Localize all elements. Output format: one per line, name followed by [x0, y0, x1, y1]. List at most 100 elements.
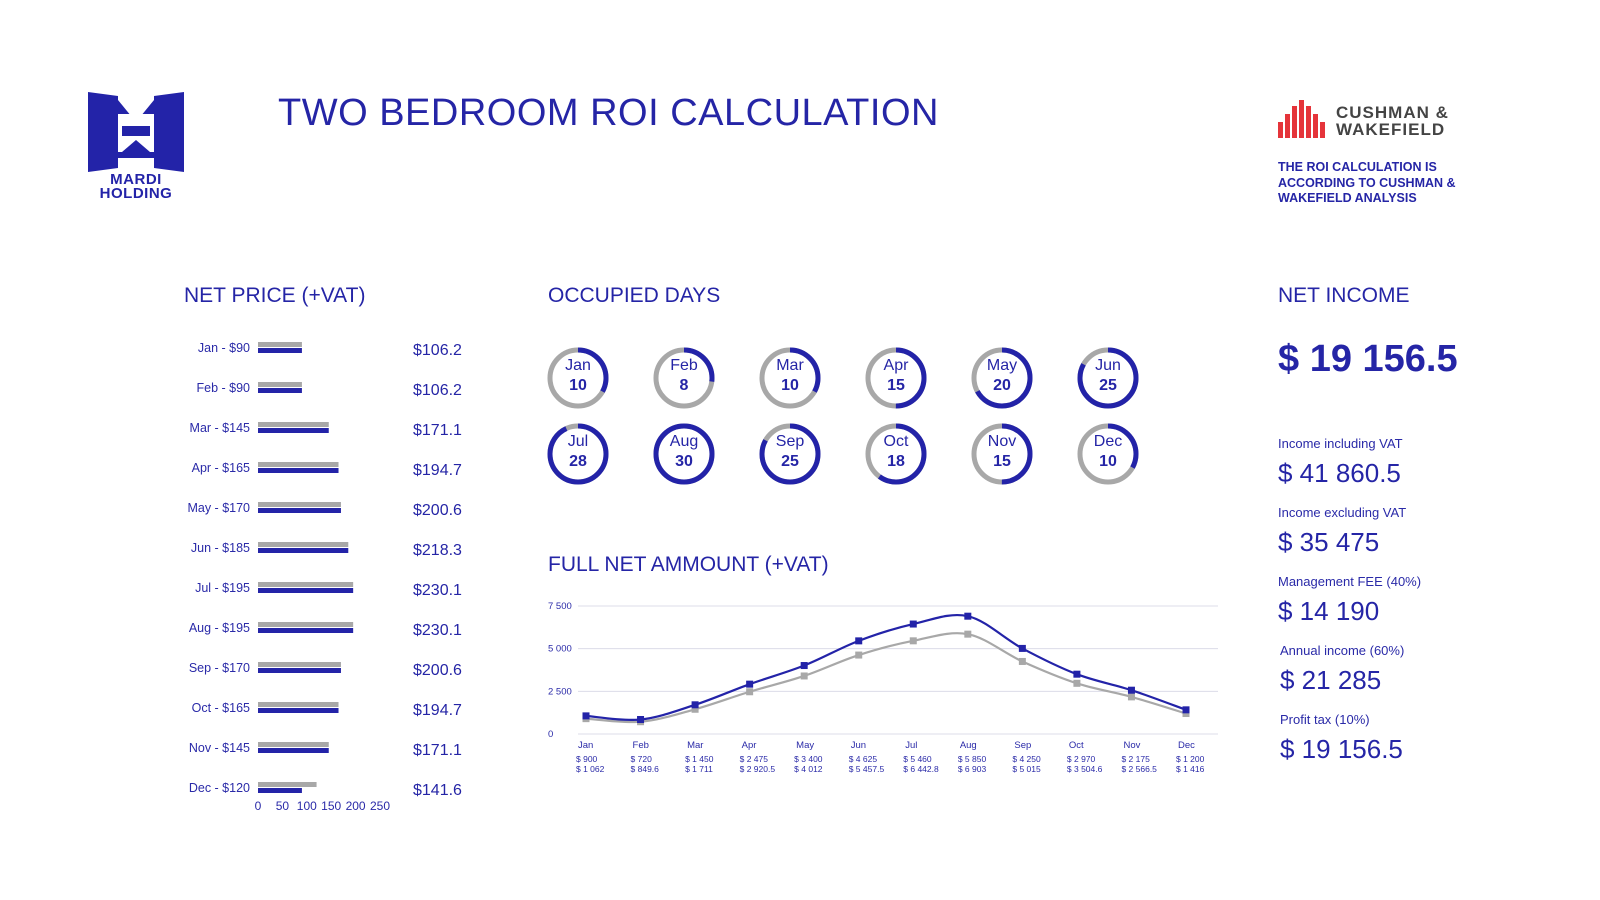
line-value-label: $ 3 400 [794, 754, 823, 764]
line-value-label: $ 1 450 [685, 754, 714, 764]
point-blue [855, 637, 863, 645]
occupied-day-circle: Aug 30 [651, 421, 717, 487]
ring-fill [547, 423, 609, 485]
bar-category-label: Jan - $90 [198, 341, 250, 355]
annual-income-value: $ 21 285 [1280, 665, 1382, 695]
occupied-days-count: 10 [569, 377, 587, 394]
occupied-month-label: Apr [883, 357, 909, 374]
line-y-tick: 2 500 [548, 686, 572, 697]
bar-value-label: $194.7 [413, 702, 462, 719]
occupied-day-circle: Nov 15 [969, 421, 1035, 487]
occupied-days-count: 25 [1099, 377, 1117, 394]
line-value-label: $ 4 012 [794, 764, 823, 774]
occupied-days-count: 28 [569, 453, 587, 470]
bar-gray [258, 742, 329, 747]
occupied-month-label: Jan [565, 357, 591, 374]
occupied-day-circle: Jul 28 [545, 421, 611, 487]
bar-blue [258, 548, 349, 553]
occupied-days-count: 20 [993, 377, 1011, 394]
bar-blue [258, 508, 341, 513]
ring-fill [865, 347, 927, 409]
line-value-label: $ 849.6 [631, 764, 660, 774]
point-blue [1182, 706, 1190, 714]
ring-fill [759, 423, 821, 485]
line-x-tick: Feb [633, 740, 649, 751]
net-price-chart: Jan - $90 $106.2 Feb - $90 $106.2 Mar - $145… [187, 341, 462, 813]
occupied-days-count: 15 [993, 453, 1011, 470]
line-x-tick: Jul [905, 740, 917, 751]
line-value-label: $ 2 970 [1067, 754, 1096, 764]
line-x-tick: Jun [851, 740, 866, 751]
occupancy-ring [547, 347, 609, 409]
line-value-label: $ 1 200 [1176, 754, 1205, 764]
ring-fill [1077, 347, 1139, 409]
line-value-label: $ 1 416 [1176, 764, 1205, 774]
line-value-label: $ 900 [576, 754, 598, 764]
bar-category-label: Apr - $165 [192, 461, 250, 475]
line-y-tick: 5 000 [548, 644, 572, 655]
bar-axis-tick: 250 [370, 799, 390, 813]
ring-fill [653, 423, 715, 485]
point-blue [1018, 644, 1026, 652]
bar-value-label: $230.1 [413, 622, 462, 639]
line-x-tick: Oct [1069, 740, 1084, 751]
bar-category-label: Dec - $120 [189, 781, 250, 795]
bar-value-label: $218.3 [413, 542, 462, 559]
line-value-label: $ 5 457.5 [849, 764, 885, 774]
point-gray [1018, 657, 1026, 665]
income-including-vat-value: $ 41 860.5 [1278, 458, 1401, 488]
brand-line-1: MARDI [110, 171, 162, 188]
management-fee-label: Management FEE (40%) [1278, 574, 1422, 589]
bar-gray [258, 502, 341, 507]
bar-gray [258, 782, 317, 787]
line-value-label: $ 1 062 [576, 764, 605, 774]
occupied-day-circle: Mar 10 [757, 345, 823, 411]
bar-category-label: Jun - $185 [191, 541, 250, 555]
bar-gray [258, 622, 354, 627]
point-blue [909, 620, 917, 628]
bar-value-label: $171.1 [413, 422, 462, 439]
point-blue [1073, 670, 1081, 678]
occupied-day-circle: Jan 10 [545, 345, 611, 411]
bar-gray [258, 382, 302, 387]
occupied-day-circle: Apr 15 [863, 345, 929, 411]
occupancy-ring [865, 423, 927, 485]
occupied-month-label: Feb [670, 357, 698, 374]
ring-fill [547, 347, 609, 409]
line-x-tick: Mar [687, 740, 703, 751]
ring-fill [1077, 423, 1139, 485]
bar-gray [258, 582, 354, 587]
ring-fill [865, 423, 927, 485]
bar-blue [258, 588, 354, 593]
bar-axis-tick: 0 [255, 799, 262, 813]
bar-blue [258, 788, 302, 793]
income-excluding-vat-label: Income excluding VAT [1278, 505, 1407, 520]
line-value-label: $ 4 625 [849, 754, 878, 764]
occupied-day-circle: Jun 25 [1075, 345, 1141, 411]
occupancy-ring [971, 347, 1033, 409]
line-value-label: $ 1 711 [685, 764, 713, 774]
bar-blue [258, 428, 329, 433]
point-gray [746, 688, 754, 696]
point-gray [855, 651, 863, 659]
net-price-title: NET PRICE (+VAT) [184, 284, 366, 307]
occupancy-ring [971, 423, 1033, 485]
line-value-label: $ 2 566.5 [1121, 764, 1157, 774]
net-income-total: $ 19 156.5 [1278, 338, 1458, 380]
bar-blue [258, 668, 341, 673]
line-x-tick: Sep [1014, 740, 1031, 751]
point-blue [800, 662, 808, 670]
line-value-label: $ 5 015 [1012, 764, 1041, 774]
occupied-month-label: May [986, 357, 1018, 374]
mardi-holding-logo: MARDI HOLDING [88, 92, 188, 204]
bar-value-label: $194.7 [413, 462, 462, 479]
profit-tax-value: $ 19 156.5 [1280, 734, 1403, 764]
occupied-month-label: Mar [776, 357, 804, 374]
bar-gray [258, 542, 349, 547]
partner-line-1: CUSHMAN & [1336, 103, 1449, 122]
point-blue [964, 612, 972, 620]
occupancy-ring [653, 347, 715, 409]
occupied-day-circle: Sep 25 [757, 421, 823, 487]
series-line-blue [585, 614, 1187, 721]
line-x-tick: Aug [960, 740, 977, 751]
